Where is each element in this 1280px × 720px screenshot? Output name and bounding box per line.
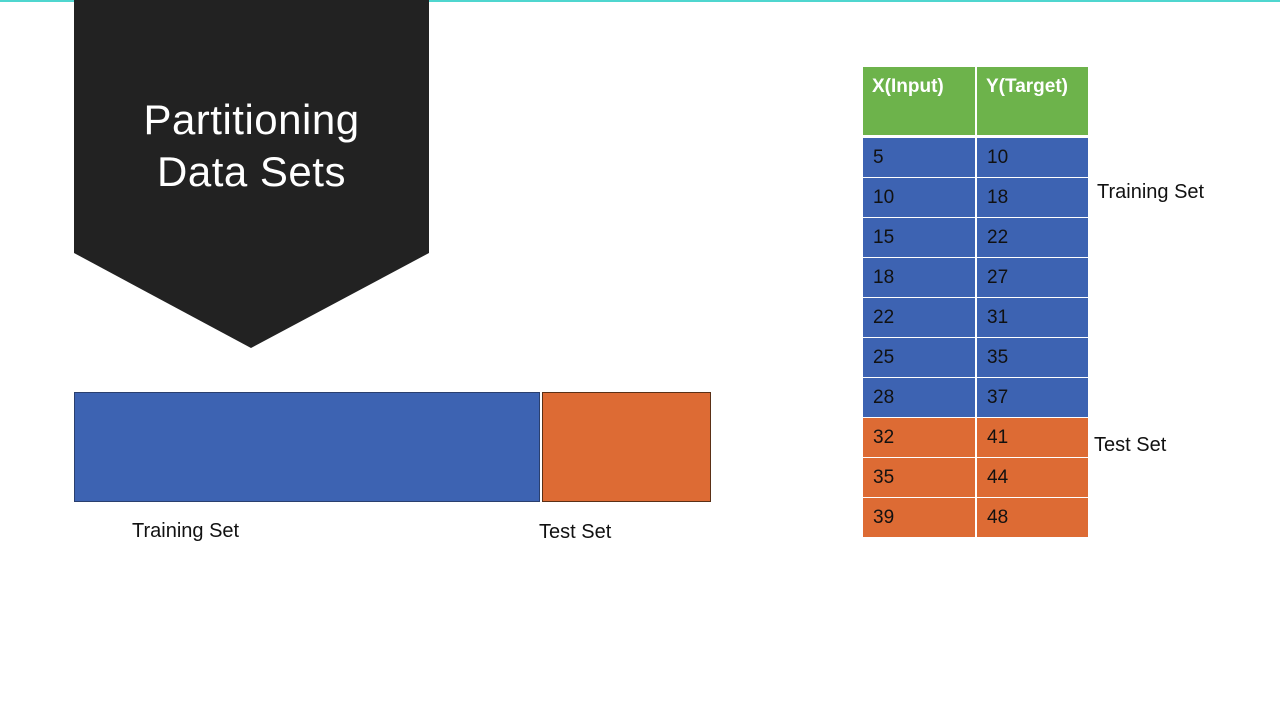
- cell-y: 31: [975, 298, 1088, 337]
- cell-x: 25: [873, 347, 895, 368]
- table-test-set-label: Test Set: [1094, 434, 1167, 456]
- cell-x: 28: [873, 387, 895, 408]
- cell-x: 10: [873, 187, 895, 208]
- title-line-2: Data Sets: [157, 148, 346, 195]
- table-row: 25 35: [863, 338, 1088, 378]
- cell-y: 41: [975, 418, 1088, 457]
- header-x-input: X(Input): [872, 76, 944, 97]
- title-line-1: Partitioning: [143, 96, 360, 143]
- table-row: 39 48: [863, 498, 1088, 538]
- cell-y: 27: [975, 258, 1088, 297]
- training-set-bar-label: Training Set: [132, 520, 240, 542]
- table-row: 10 18: [863, 178, 1088, 218]
- slide-title: Partitioning Data Sets: [74, 94, 429, 198]
- table-row: 35 44: [863, 458, 1088, 498]
- cell-x: 15: [873, 227, 895, 248]
- table-row: 18 27: [863, 258, 1088, 298]
- cell-y: 22: [975, 218, 1088, 257]
- table-row: 28 37: [863, 378, 1088, 418]
- table-row: 22 31: [863, 298, 1088, 338]
- table-training-set-label: Training Set: [1097, 181, 1205, 203]
- training-set-bar: [74, 392, 540, 502]
- top-accent-line: [0, 0, 1280, 2]
- test-set-bar: [542, 392, 711, 502]
- cell-x: 35: [873, 467, 895, 488]
- data-table: X(Input) Y(Target) 5 10 10 18 15 22 18 27 22 31 25…: [863, 67, 1088, 538]
- table-row: 32 41: [863, 418, 1088, 458]
- cell-y: 10: [975, 138, 1088, 177]
- cell-x: 22: [873, 307, 895, 328]
- cell-y: 35: [975, 338, 1088, 377]
- cell-y: 44: [975, 458, 1088, 497]
- banner-shape: [74, 0, 429, 348]
- cell-x: 5: [873, 147, 884, 168]
- test-set-bar-label: Test Set: [539, 521, 612, 543]
- cell-x: 18: [873, 267, 895, 288]
- header-y-target: Y(Target): [975, 67, 1088, 135]
- cell-y: 18: [975, 178, 1088, 217]
- cell-y: 48: [975, 498, 1088, 537]
- cell-x: 39: [873, 507, 895, 528]
- table-header: X(Input) Y(Target): [863, 67, 1088, 138]
- table-body: 5 10 10 18 15 22 18 27 22 31 25 35 28 37 32 41 35 44 39 48: [863, 138, 1088, 538]
- title-banner: Partitioning Data Sets: [74, 0, 429, 350]
- cell-y: 37: [975, 378, 1088, 417]
- table-row: 5 10: [863, 138, 1088, 178]
- table-row: 15 22: [863, 218, 1088, 258]
- cell-x: 32: [873, 427, 895, 448]
